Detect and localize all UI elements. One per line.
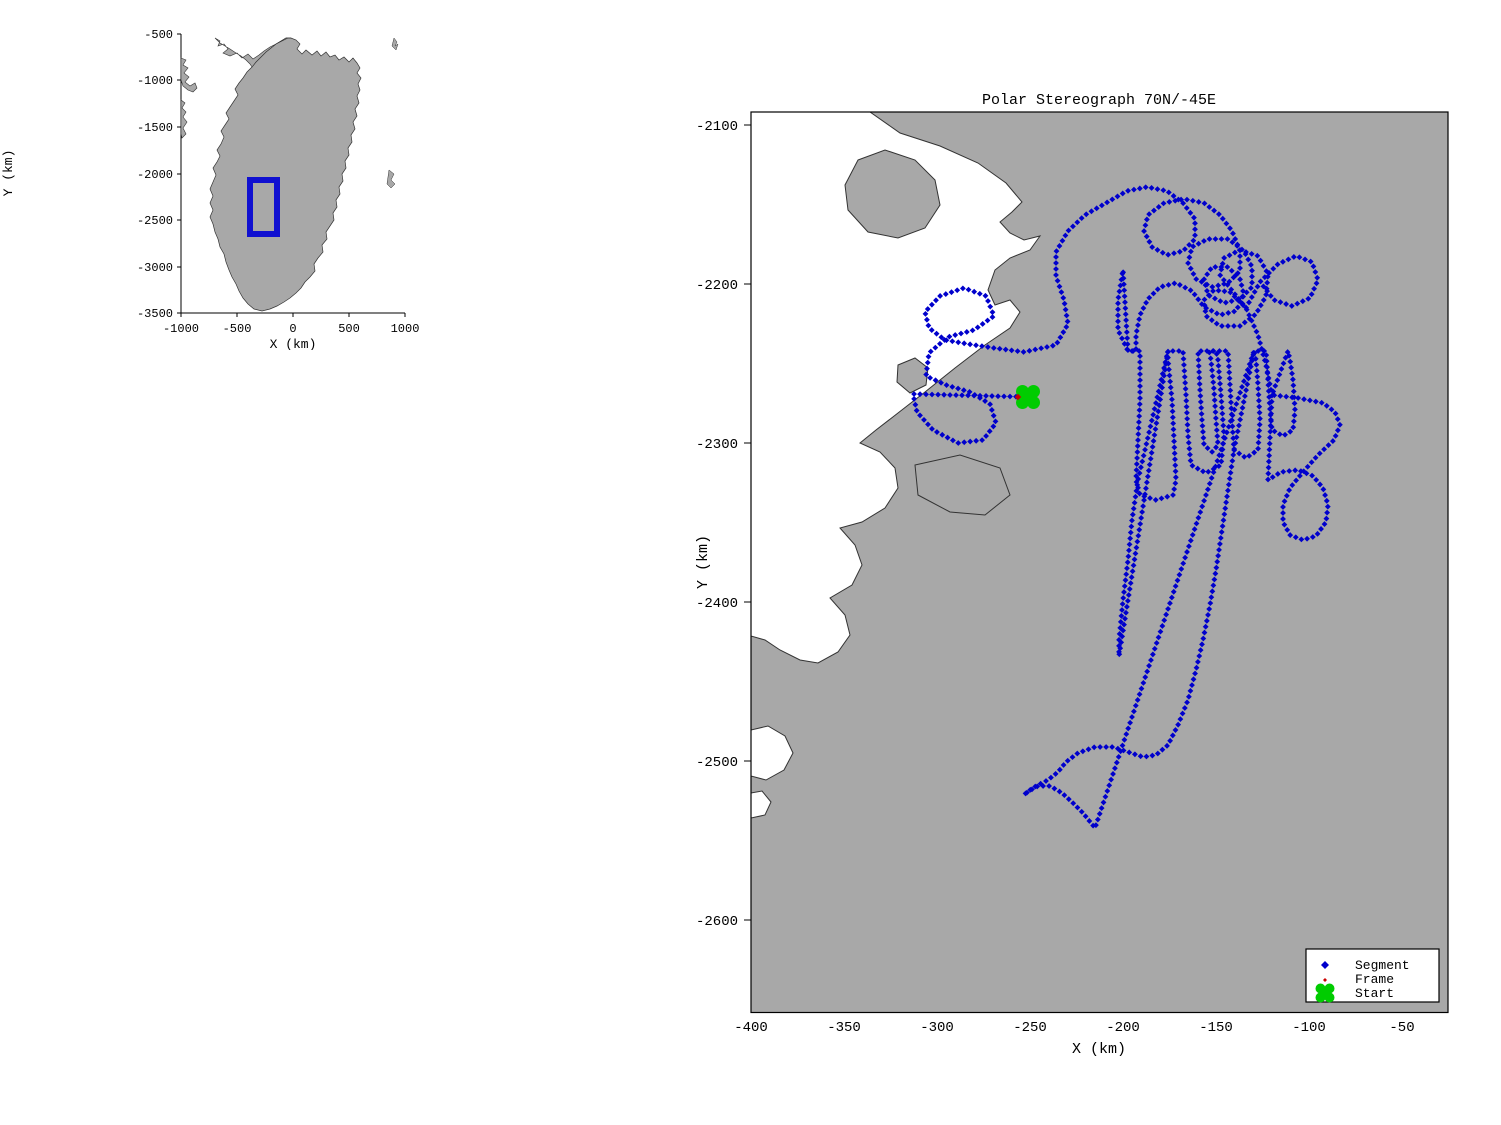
svg-text:-50: -50 <box>1389 1020 1414 1036</box>
svg-text:Polar Stereograph 70N/-45E: Polar Stereograph 70N/-45E <box>982 92 1216 109</box>
svg-text:-250: -250 <box>1013 1020 1047 1036</box>
svg-text:X (km): X (km) <box>1072 1041 1126 1058</box>
svg-text:-100: -100 <box>1292 1020 1326 1036</box>
svg-text:Frame: Frame <box>1355 972 1394 987</box>
svg-text:-300: -300 <box>920 1020 954 1036</box>
svg-text:Start: Start <box>1355 986 1394 1001</box>
svg-text:-400: -400 <box>734 1020 768 1036</box>
svg-text:-2100: -2100 <box>696 119 738 135</box>
svg-text:-350: -350 <box>827 1020 861 1036</box>
svg-text:-200: -200 <box>1106 1020 1140 1036</box>
svg-text:-2500: -2500 <box>696 755 738 771</box>
svg-text:Segment: Segment <box>1355 958 1410 973</box>
svg-text:-150: -150 <box>1199 1020 1233 1036</box>
svg-text:-2300: -2300 <box>696 437 738 453</box>
svg-text:-2200: -2200 <box>696 278 738 294</box>
svg-text:-2400: -2400 <box>696 596 738 612</box>
svg-text:Y (km): Y (km) <box>695 535 712 589</box>
svg-text:-2600: -2600 <box>696 914 738 930</box>
